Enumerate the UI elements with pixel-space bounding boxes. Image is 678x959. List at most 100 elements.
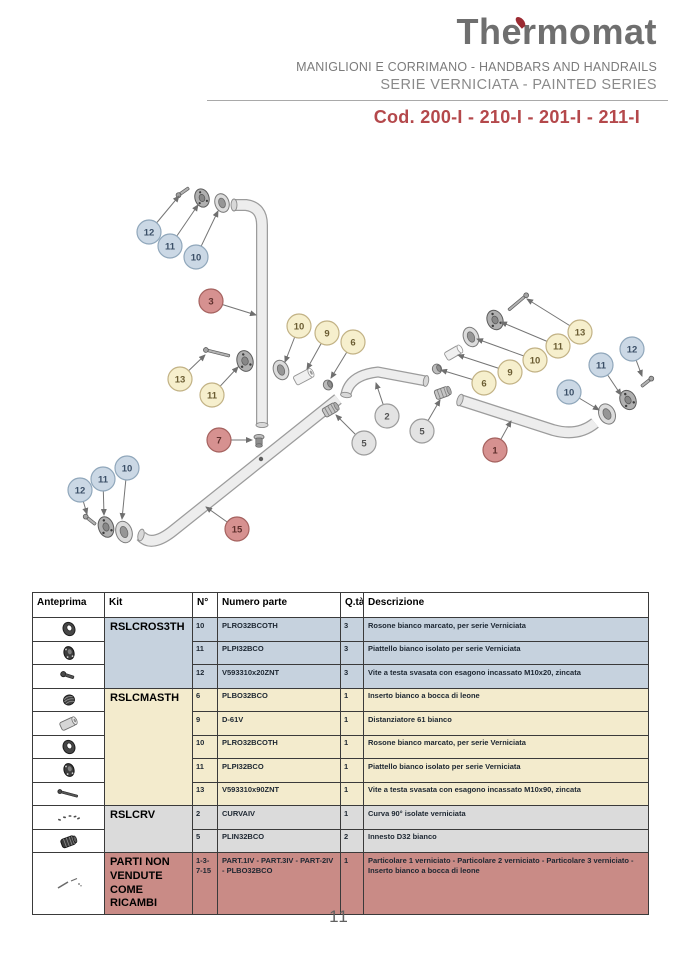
desc-cell: Innesto D32 bianco — [363, 828, 649, 853]
qty-cell: 1 — [340, 781, 364, 806]
num-cell: 10 — [192, 617, 218, 642]
part-cell: PART.1IV - PART.3IV - PART-2IV - PLBO32B… — [217, 852, 341, 915]
desc-cell: Distanziatore 61 bianco — [363, 711, 649, 736]
exploded-diagram: 12 11 10 3 13 11 10 9 6 7 15 12 11 10 2 5 5 1 6 9 10 11 13 10 11… — [67, 186, 655, 547]
preview-insert-icon — [32, 687, 105, 712]
svg-text:10: 10 — [564, 387, 575, 398]
product-codes: Cod. 200-I - 210-I - 201-I - 211-I — [373, 107, 640, 127]
qty-cell: 1 — [340, 711, 364, 736]
desc-cell: Particolare 1 verniciato - Particolare 2… — [363, 852, 649, 915]
qty-cell: 3 — [340, 664, 364, 689]
part-drawing-elbow-2 — [340, 366, 430, 399]
part-balloon-9: 9 — [314, 320, 340, 346]
svg-text:2: 2 — [384, 411, 389, 422]
diagram-parts — [82, 186, 655, 547]
part-balloon-13: 13 — [167, 366, 193, 392]
part-drawing-insert-7 — [253, 433, 265, 448]
part-drawing-screw-12-bottom — [82, 513, 97, 526]
svg-text:3: 3 — [208, 296, 213, 307]
kit-name-cell: PARTI NON VENDUTE COME RICAMBI — [104, 852, 193, 915]
part-drawing-ring-10-mid — [272, 359, 290, 381]
table-row: 13 V593310x90ZNT 1 Vite a testa svasata con… — [32, 781, 649, 806]
part-drawing-insert-6-right — [431, 363, 443, 375]
part-cell: PLPI32BCO — [217, 758, 341, 783]
qty-cell: 1 — [340, 687, 364, 712]
svg-text:6: 6 — [350, 337, 355, 348]
part-drawing-ring-10-right — [462, 326, 480, 348]
num-cell: 11 — [192, 758, 218, 783]
part-drawing-screw-13-right — [507, 292, 529, 312]
svg-text:7: 7 — [216, 435, 221, 446]
part-drawing-ring-10-far-right — [597, 403, 617, 425]
num-cell: 1-3-7-15 — [192, 852, 218, 915]
svg-text:10: 10 — [294, 321, 305, 332]
table-row: 11 PLPI32BCO 3 Piattello bianco isolato per… — [32, 640, 649, 665]
part-cell: PLPI32BCO — [217, 640, 341, 665]
column-header: Kit — [104, 592, 193, 618]
table-row: PARTI NON VENDUTE COME RICAMBI 1-3-7-15 PA… — [32, 852, 649, 915]
num-cell: 2 — [192, 805, 218, 830]
desc-cell: Vite a testa svasata con esagono incassa… — [363, 664, 649, 689]
part-balloon-10: 10 — [114, 455, 140, 481]
part-drawing-flange-11-top — [194, 188, 210, 208]
part-balloon-10: 10 — [522, 347, 548, 373]
svg-text:11: 11 — [596, 360, 607, 371]
table-row: RSLCMASTH 6 PLBO32BCO 1 Inserto bianco a boc… — [32, 687, 649, 806]
part-drawing-pipe-15 — [136, 394, 342, 547]
part-balloon-11: 11 — [157, 233, 183, 259]
part-balloon-1: 1 — [482, 437, 508, 463]
part-drawing-screw-12-far-right — [640, 375, 655, 388]
part-drawing-insert-6-mid — [322, 379, 334, 391]
preview-curve-segments-icon — [32, 805, 105, 830]
part-cell: V593310x20ZNT — [217, 664, 341, 689]
brand-logo: Thermomat — [456, 14, 657, 50]
part-drawing-spacer-9-right — [444, 344, 464, 361]
table-row: 5 PLIN32BCO 2 Innesto D32 bianco — [32, 828, 649, 853]
svg-text:9: 9 — [507, 367, 512, 378]
svg-text:6: 6 — [481, 378, 486, 389]
desc-cell: Inserto bianco a bocca di leone — [363, 687, 649, 712]
svg-text:13: 13 — [175, 374, 186, 385]
preview-flange-icon — [32, 758, 105, 783]
num-cell: 13 — [192, 781, 218, 806]
num-cell: 6 — [192, 687, 218, 712]
svg-text:5: 5 — [419, 426, 425, 437]
svg-text:12: 12 — [144, 227, 155, 238]
svg-text:10: 10 — [530, 355, 541, 366]
svg-text:12: 12 — [627, 344, 638, 355]
preview-coupler-icon — [32, 828, 105, 853]
qty-cell: 1 — [340, 805, 364, 830]
desc-cell: Vite a testa svasata con esagono incassa… — [363, 781, 649, 806]
part-cell: PLIN32BCO — [217, 828, 341, 853]
part-balloon-3: 3 — [198, 288, 224, 314]
qty-cell: 3 — [340, 640, 364, 665]
svg-text:5: 5 — [361, 438, 367, 449]
table-row: RSLCROS3TH 10 PLRO32BCOTH 3 Rosone bianco ma… — [32, 617, 649, 689]
num-cell: 5 — [192, 828, 218, 853]
page-number: 11 — [329, 907, 349, 926]
part-balloon-5: 5 — [409, 418, 435, 444]
svg-text:11: 11 — [553, 341, 564, 352]
part-cell: PLRO32BCOTH — [217, 617, 341, 642]
column-header: Anteprima — [32, 592, 105, 618]
qty-cell: 1 — [340, 852, 364, 915]
num-cell: 11 — [192, 640, 218, 665]
kit-name-cell: RSLCMASTH — [104, 687, 193, 806]
num-cell: 9 — [192, 711, 218, 736]
num-cell: 10 — [192, 734, 218, 759]
part-balloon-6: 6 — [340, 329, 366, 355]
part-drawing-flange-11-right — [486, 309, 504, 331]
part-balloon-12: 12 — [619, 336, 645, 362]
part-drawing-screw-12-top — [175, 186, 190, 198]
svg-text:9: 9 — [324, 328, 329, 339]
part-drawing-pipe-1 — [456, 393, 599, 439]
header-divider — [207, 100, 668, 101]
preview-pipe-segments-icon — [32, 852, 105, 915]
part-balloon-6: 6 — [471, 370, 497, 396]
table-row: 9 D-61V 1 Distanziatore 61 bianco — [32, 711, 649, 736]
preview-ring-icon — [32, 617, 105, 642]
svg-text:1: 1 — [492, 445, 498, 456]
svg-text:10: 10 — [191, 252, 202, 263]
part-balloon-10: 10 — [183, 244, 209, 270]
part-balloon-13: 13 — [567, 319, 593, 345]
